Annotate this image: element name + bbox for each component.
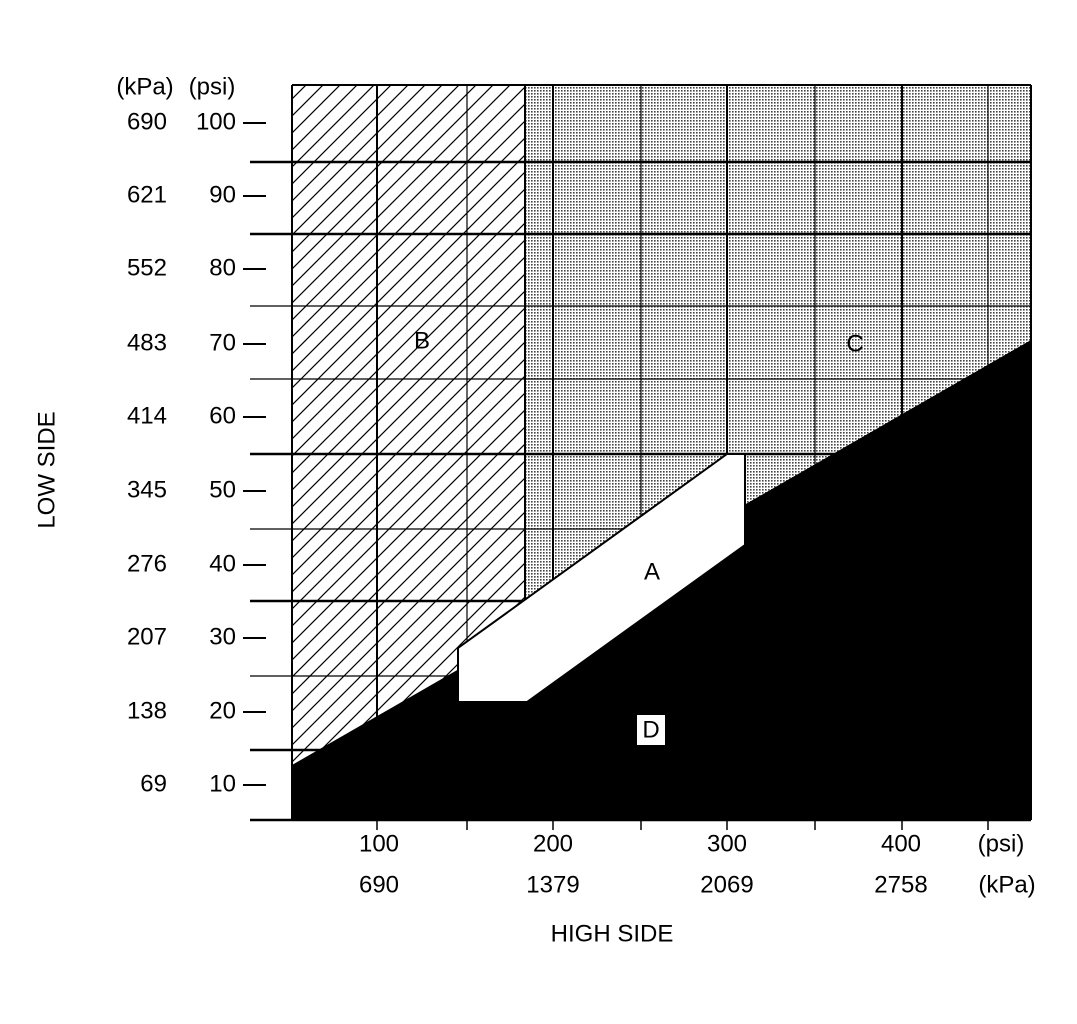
tick-labels: 100 690 90 621 80 552 70 483 60 414 50 345 40 276 30 20… (127, 108, 928, 898)
axis-title: LOW SIDE (33, 411, 60, 528)
x-tick-label: 2069 (700, 871, 753, 898)
region-label: B (414, 327, 430, 354)
x-tick-label: 690 (359, 871, 399, 898)
y-tick-label: 30 (209, 623, 236, 650)
y-tick-label: 50 (209, 476, 236, 503)
unit-label: (psi) (189, 73, 236, 100)
unit-label: (kPa) (116, 73, 173, 100)
y-tick-label: 690 (127, 108, 167, 135)
y-tick-label: 20 (209, 697, 236, 724)
region-d-box (637, 715, 665, 745)
x-tick-label: 300 (707, 830, 747, 857)
y-tick-label: 100 (196, 108, 236, 135)
x-tick-label: 200 (533, 830, 573, 857)
plot (250, 84, 1032, 822)
x-tick-label: 2758 (874, 871, 927, 898)
y-tick-label: 138 (127, 697, 167, 724)
axis-title: HIGH SIDE (551, 920, 674, 947)
y-tick-label: 80 (209, 254, 236, 281)
region-label: D (642, 716, 659, 743)
y-tick-label: 70 (209, 329, 236, 356)
y-tick-label: 414 (127, 402, 167, 429)
y-tick-label: 40 (209, 550, 236, 577)
y-tick-label: 10 (209, 770, 236, 797)
y-tick-label: 483 (127, 329, 167, 356)
x-tick-label: 1379 (526, 871, 579, 898)
y-tick-label: 60 (209, 402, 236, 429)
unit-label: (psi) (978, 830, 1025, 857)
x-tick-label: 100 (359, 830, 399, 857)
y-tick-label: 345 (127, 476, 167, 503)
region-a-fill (457, 453, 746, 703)
unit-label: (kPa) (978, 871, 1035, 898)
y-tick-label: 90 (209, 181, 236, 208)
y-tick-label: 621 (127, 181, 167, 208)
y-tick-label: 207 (127, 623, 167, 650)
y-tick-label: 552 (127, 254, 167, 281)
y-tick-label: 276 (127, 550, 167, 577)
region-label: A (644, 558, 660, 585)
y-tick-label: 69 (140, 770, 167, 797)
x-tick-label: 400 (881, 830, 921, 857)
region-label: C (846, 330, 863, 357)
